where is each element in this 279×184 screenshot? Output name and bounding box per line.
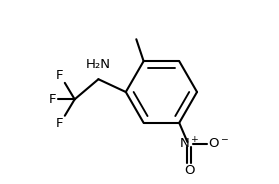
Text: N$^+$: N$^+$	[179, 136, 199, 151]
Text: O$^-$: O$^-$	[208, 137, 230, 150]
Text: F: F	[49, 93, 56, 106]
Text: H₂N: H₂N	[86, 58, 111, 71]
Text: F: F	[56, 117, 63, 130]
Text: F: F	[56, 69, 63, 82]
Text: O: O	[184, 164, 194, 177]
